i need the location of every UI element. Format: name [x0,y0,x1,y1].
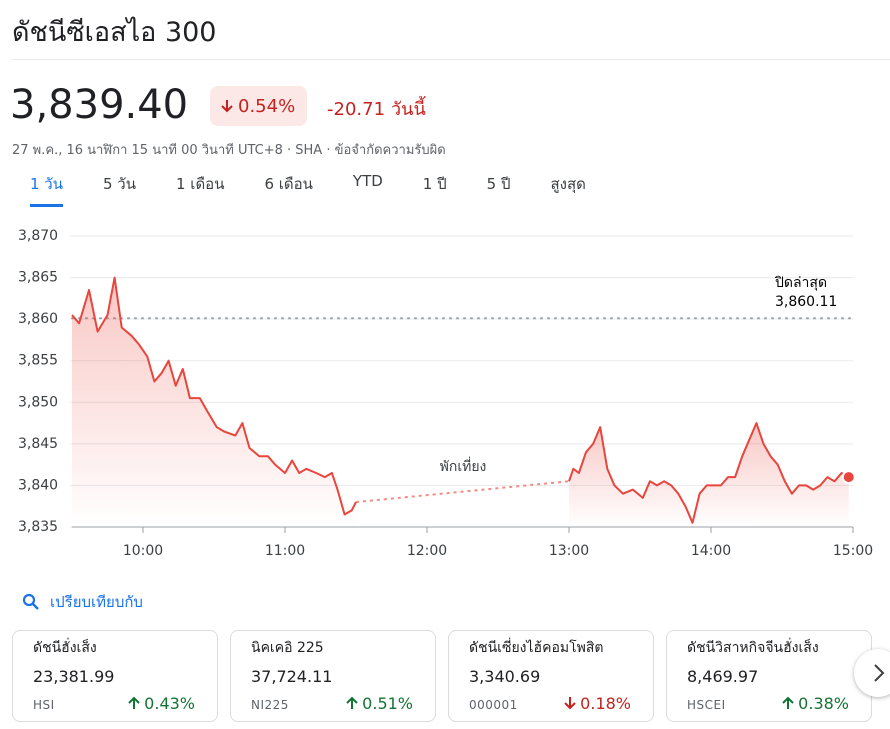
card-change: 0.43% [127,694,195,713]
x-tick-label: 13:00 [549,543,589,559]
index-card[interactable]: นิคเคอิ 225 37,724.11 NI225 0.51% [230,630,436,722]
change-percent: 0.54% [238,95,296,117]
direction-arrow [128,696,140,709]
card-code: HSI [33,698,55,712]
card-name: ดัชนีวิสาหกิจจีนฮั่งเส็ง [687,640,819,656]
card-change-value: 0.38% [798,694,849,713]
price-line [71,276,357,516]
card-code: NI225 [251,698,289,712]
card-change: 0.38% [781,694,849,713]
card-price: 8,469.97 [687,667,759,686]
change-row: -20.71 วันนี้ [327,94,426,123]
change-pill: 0.54% [210,86,308,126]
card-price: 37,724.11 [251,667,333,686]
y-tick-label: 3,860 [18,311,58,327]
range-tab[interactable]: 6 เดือน [264,175,313,193]
y-tick-label: 3,855 [18,353,58,369]
range-tab[interactable]: 1 เดือน [176,175,225,193]
range-tab[interactable]: 1 วัน [30,172,63,207]
card-name: นิคเคอิ 225 [251,640,324,656]
break-connector [355,480,570,504]
direction-arrow [564,697,576,710]
search-icon [22,593,39,610]
chevron [874,664,885,682]
x-tick-label: 10:00 [123,543,163,559]
index-title: ดัชนีซีเอสไอ 300 [12,17,217,48]
index-card[interactable]: ดัชนีฮั่งเส็ง 23,381.99 HSI 0.43% [12,630,218,722]
y-tick-label: 3,835 [18,519,58,535]
card-price: 23,381.99 [33,667,115,686]
card-name: ดัชนีเซี่ยงไฮ้คอมโพสิต [469,640,604,656]
range-tab[interactable]: 5 วัน [103,175,136,193]
card-code: HSCEI [687,698,726,712]
last-point [841,470,856,485]
card-name: ดัชนีฮั่งเส็ง [33,640,97,656]
card-code: 000001 [469,698,518,712]
y-tick-label: 3,840 [18,477,58,493]
previous-close-label: ปิดล่าสุด [775,275,828,291]
card-change-value: 0.51% [362,694,413,713]
range-tab[interactable]: สูงสุด [550,175,586,193]
break-label: พักเที่ยง [440,457,487,475]
range-tab[interactable]: 1 ปี [422,175,447,193]
card-change: 0.51% [345,694,413,713]
y-tick-label: 3,865 [18,270,58,286]
area [72,277,356,527]
direction-arrow [221,100,233,113]
range-tabs: 1 วัน 5 วัน 1 เดือน 6 เดือน YTD 1 ปี 5 ปี สูงสุ… [30,172,626,207]
y-tick-label: 3,870 [18,228,58,244]
direction-arrow [346,696,358,709]
x-tick-label: 11:00 [265,543,305,559]
change-absolute: -20.71 [327,99,386,120]
divider [12,59,890,60]
price-line [568,422,850,524]
chart: 3,835 3,840 3,845 3,850 3,855 3,860 3,865 3,870… [18,228,873,559]
x-tick-label: 15:00 [833,543,873,559]
next-button[interactable] [854,649,890,697]
index-card[interactable]: ดัชนีวิสาหกิจจีนฮั่งเส็ง 8,469.97 HSCEI 0.3… [666,630,872,722]
y-tick-label: 3,850 [18,394,58,410]
card-change-value: 0.43% [144,694,195,713]
range-tab[interactable]: YTD [352,172,383,190]
compare-link[interactable]: เปรียบเทียบกับ [22,590,143,614]
area [569,423,849,527]
price: 3,839.40 [10,82,189,128]
change-period: วันนี้ [391,99,426,120]
card-change: 0.18% [563,694,631,713]
quote-info: 27 พ.ค., 16 นาฬิกา 15 นาที 00 วินาที UTC… [12,143,446,158]
direction-arrow [782,696,794,709]
y-tick-label: 3,845 [18,436,58,452]
card-price: 3,340.69 [469,667,541,686]
card-change-value: 0.18% [580,694,631,713]
x-tick-label: 14:00 [691,543,731,559]
compare-label: เปรียบเทียบกับ [50,593,143,611]
x-tick-label: 12:00 [407,543,447,559]
index-card[interactable]: ดัชนีเซี่ยงไฮ้คอมโพสิต 3,340.69 000001 0.18… [448,630,654,722]
range-tab[interactable]: 5 ปี [486,175,511,193]
previous-close-value: 3,860.11 [775,294,837,310]
